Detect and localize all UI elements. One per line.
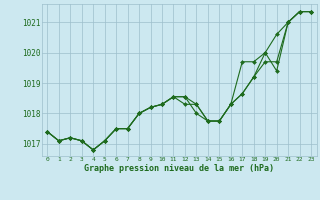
X-axis label: Graphe pression niveau de la mer (hPa): Graphe pression niveau de la mer (hPa) [84,164,274,173]
